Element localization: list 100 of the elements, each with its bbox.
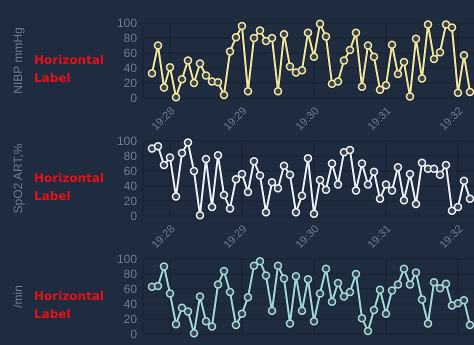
point <box>268 306 276 316</box>
point <box>208 202 216 212</box>
point <box>412 34 420 44</box>
y-tick-label: 80 <box>124 31 138 46</box>
text: Horizontal Label <box>34 289 104 321</box>
point <box>304 274 312 284</box>
point <box>256 26 264 35</box>
y-tick-label: 20 <box>124 194 138 208</box>
point <box>388 186 396 195</box>
point <box>424 319 432 328</box>
point <box>412 200 420 208</box>
point <box>298 191 306 200</box>
point <box>256 256 264 266</box>
point <box>310 316 318 326</box>
y-tick-label: 20 <box>124 312 138 326</box>
point <box>340 292 348 301</box>
point <box>220 266 228 276</box>
y-tick-label: 60 <box>124 46 138 60</box>
point <box>358 314 366 323</box>
point <box>454 298 462 308</box>
point <box>160 262 168 271</box>
point <box>172 320 180 329</box>
point <box>172 92 180 102</box>
point <box>406 280 414 289</box>
point <box>280 30 288 39</box>
point <box>208 322 216 331</box>
point <box>166 153 174 162</box>
point <box>292 208 300 217</box>
point <box>280 274 288 283</box>
point <box>238 22 246 30</box>
point <box>184 56 192 65</box>
point <box>178 74 186 84</box>
point <box>466 320 474 330</box>
point <box>334 77 342 86</box>
point <box>244 292 252 302</box>
point <box>400 58 408 66</box>
point <box>364 180 372 189</box>
point <box>436 284 444 293</box>
y-tick-label: 0 <box>130 327 138 342</box>
point <box>286 62 294 71</box>
point <box>376 194 384 204</box>
y-tick-label: 100 <box>116 134 138 148</box>
point <box>298 66 306 75</box>
point <box>460 176 468 186</box>
point <box>328 79 336 88</box>
point <box>352 270 360 278</box>
point <box>364 41 372 50</box>
point <box>286 319 294 328</box>
point <box>430 54 438 64</box>
point <box>154 142 162 151</box>
point <box>226 288 234 296</box>
point <box>262 208 270 217</box>
point <box>388 40 396 50</box>
point <box>442 160 450 170</box>
point <box>268 34 276 42</box>
point <box>280 161 288 170</box>
point <box>178 148 186 158</box>
point <box>286 170 294 180</box>
point <box>418 158 426 168</box>
point <box>196 210 204 220</box>
point <box>460 296 468 305</box>
point <box>220 90 228 100</box>
point <box>406 170 414 178</box>
point <box>448 23 456 32</box>
point <box>430 278 438 287</box>
point <box>424 20 432 29</box>
point <box>436 170 444 180</box>
point <box>292 272 300 281</box>
text: Horizontal Label <box>34 53 104 85</box>
point <box>466 194 474 204</box>
point <box>244 188 252 196</box>
point <box>454 202 462 212</box>
text: Horizontal Label <box>34 171 104 203</box>
point <box>226 204 234 213</box>
point <box>316 19 324 28</box>
point <box>274 261 282 270</box>
point <box>196 59 204 68</box>
point <box>358 82 366 92</box>
point <box>214 280 222 289</box>
y-axis-title: SpO2 ART,% <box>11 143 25 214</box>
point <box>274 86 282 96</box>
point <box>352 28 360 38</box>
y-tick-label: 40 <box>124 61 138 76</box>
y-tick-label: 80 <box>124 149 138 164</box>
point <box>346 288 354 296</box>
point <box>166 62 174 72</box>
point <box>334 278 342 288</box>
point <box>184 138 192 147</box>
point <box>310 209 318 218</box>
point <box>250 34 258 42</box>
y-tick-label: 0 <box>130 209 138 224</box>
point <box>442 279 450 288</box>
point <box>154 41 162 50</box>
point <box>310 52 318 62</box>
point <box>160 160 168 170</box>
point <box>202 316 210 326</box>
point <box>184 307 192 316</box>
y-tick-label: 60 <box>124 164 138 178</box>
point <box>232 32 240 42</box>
point <box>256 171 264 180</box>
